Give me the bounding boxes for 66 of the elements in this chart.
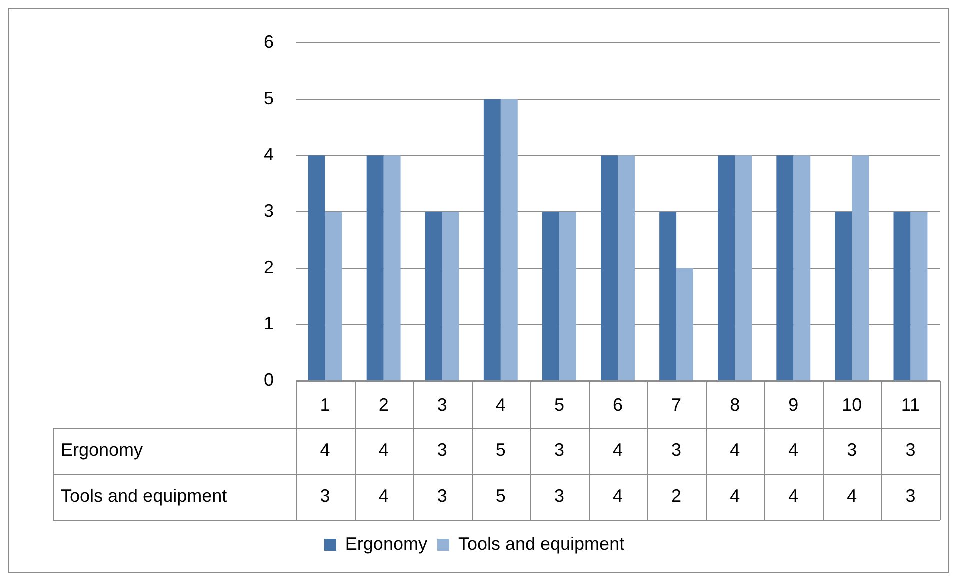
data-label: 5 xyxy=(496,440,506,460)
x-tick-label: 5 xyxy=(554,394,564,415)
x-tick-label: 11 xyxy=(901,394,920,415)
data-label: 3 xyxy=(554,440,564,460)
bar xyxy=(852,156,870,380)
x-tick-label: 2 xyxy=(378,394,389,415)
x-tick-label: 7 xyxy=(672,394,682,415)
data-label: 2 xyxy=(672,486,682,506)
data-label: 3 xyxy=(437,486,448,506)
bar xyxy=(425,212,442,380)
bar xyxy=(366,156,384,380)
bar xyxy=(718,156,736,380)
data-label: 3 xyxy=(320,486,330,506)
x-tick-label: 3 xyxy=(437,394,448,415)
bar xyxy=(618,156,635,380)
y-tick-label: 6 xyxy=(264,32,274,52)
x-tick-label: 4 xyxy=(496,394,506,415)
x-tick-label: 8 xyxy=(730,394,740,415)
bar xyxy=(542,212,560,380)
data-label: 4 xyxy=(612,486,624,506)
y-tick-label: 5 xyxy=(264,88,274,108)
bar xyxy=(794,156,811,380)
bar xyxy=(325,212,342,380)
text: Tools and equipment xyxy=(61,486,228,506)
bar xyxy=(500,99,518,380)
bar xyxy=(894,212,911,380)
data-label: 4 xyxy=(847,486,858,506)
bar xyxy=(776,156,794,380)
bar xyxy=(910,212,928,380)
y-tick-label: 3 xyxy=(264,200,274,221)
data-label: 4 xyxy=(612,440,624,460)
bar xyxy=(484,99,501,380)
data-label: 3 xyxy=(847,440,858,460)
data-label: 5 xyxy=(496,486,506,506)
y-tick-label: 2 xyxy=(264,257,274,278)
data-label: 4 xyxy=(788,440,799,460)
bar xyxy=(442,212,460,380)
data-label: 3 xyxy=(906,440,916,460)
bar xyxy=(735,156,752,380)
data-label: 4 xyxy=(788,486,799,506)
data-label: 3 xyxy=(906,486,916,506)
x-tick-label: 10 xyxy=(842,394,862,415)
legend-label: Ergonomy xyxy=(345,534,428,554)
x-tick-label: 9 xyxy=(788,394,799,415)
data-label: 3 xyxy=(554,486,564,506)
data-label: 4 xyxy=(378,486,389,506)
data-label: 3 xyxy=(437,440,448,460)
bar xyxy=(308,156,326,380)
bar xyxy=(601,156,618,380)
bar xyxy=(676,268,694,380)
x-tick-label: 6 xyxy=(612,394,624,415)
bar xyxy=(384,156,401,380)
y-tick-label: 1 xyxy=(264,314,274,334)
text: Ergonomy xyxy=(61,440,144,460)
data-label: 4 xyxy=(730,486,740,506)
y-tick-label: 0 xyxy=(264,370,274,390)
bar xyxy=(835,212,852,380)
data-label: 4 xyxy=(730,440,740,460)
legend-label: Tools and equipment xyxy=(458,534,625,554)
data-label: 3 xyxy=(672,440,682,460)
bar xyxy=(660,212,677,380)
data-label: 4 xyxy=(378,440,389,460)
bar xyxy=(559,212,576,380)
data-label: 4 xyxy=(320,440,330,460)
y-tick-label: 4 xyxy=(264,144,274,165)
x-tick-label: 1 xyxy=(320,394,330,415)
